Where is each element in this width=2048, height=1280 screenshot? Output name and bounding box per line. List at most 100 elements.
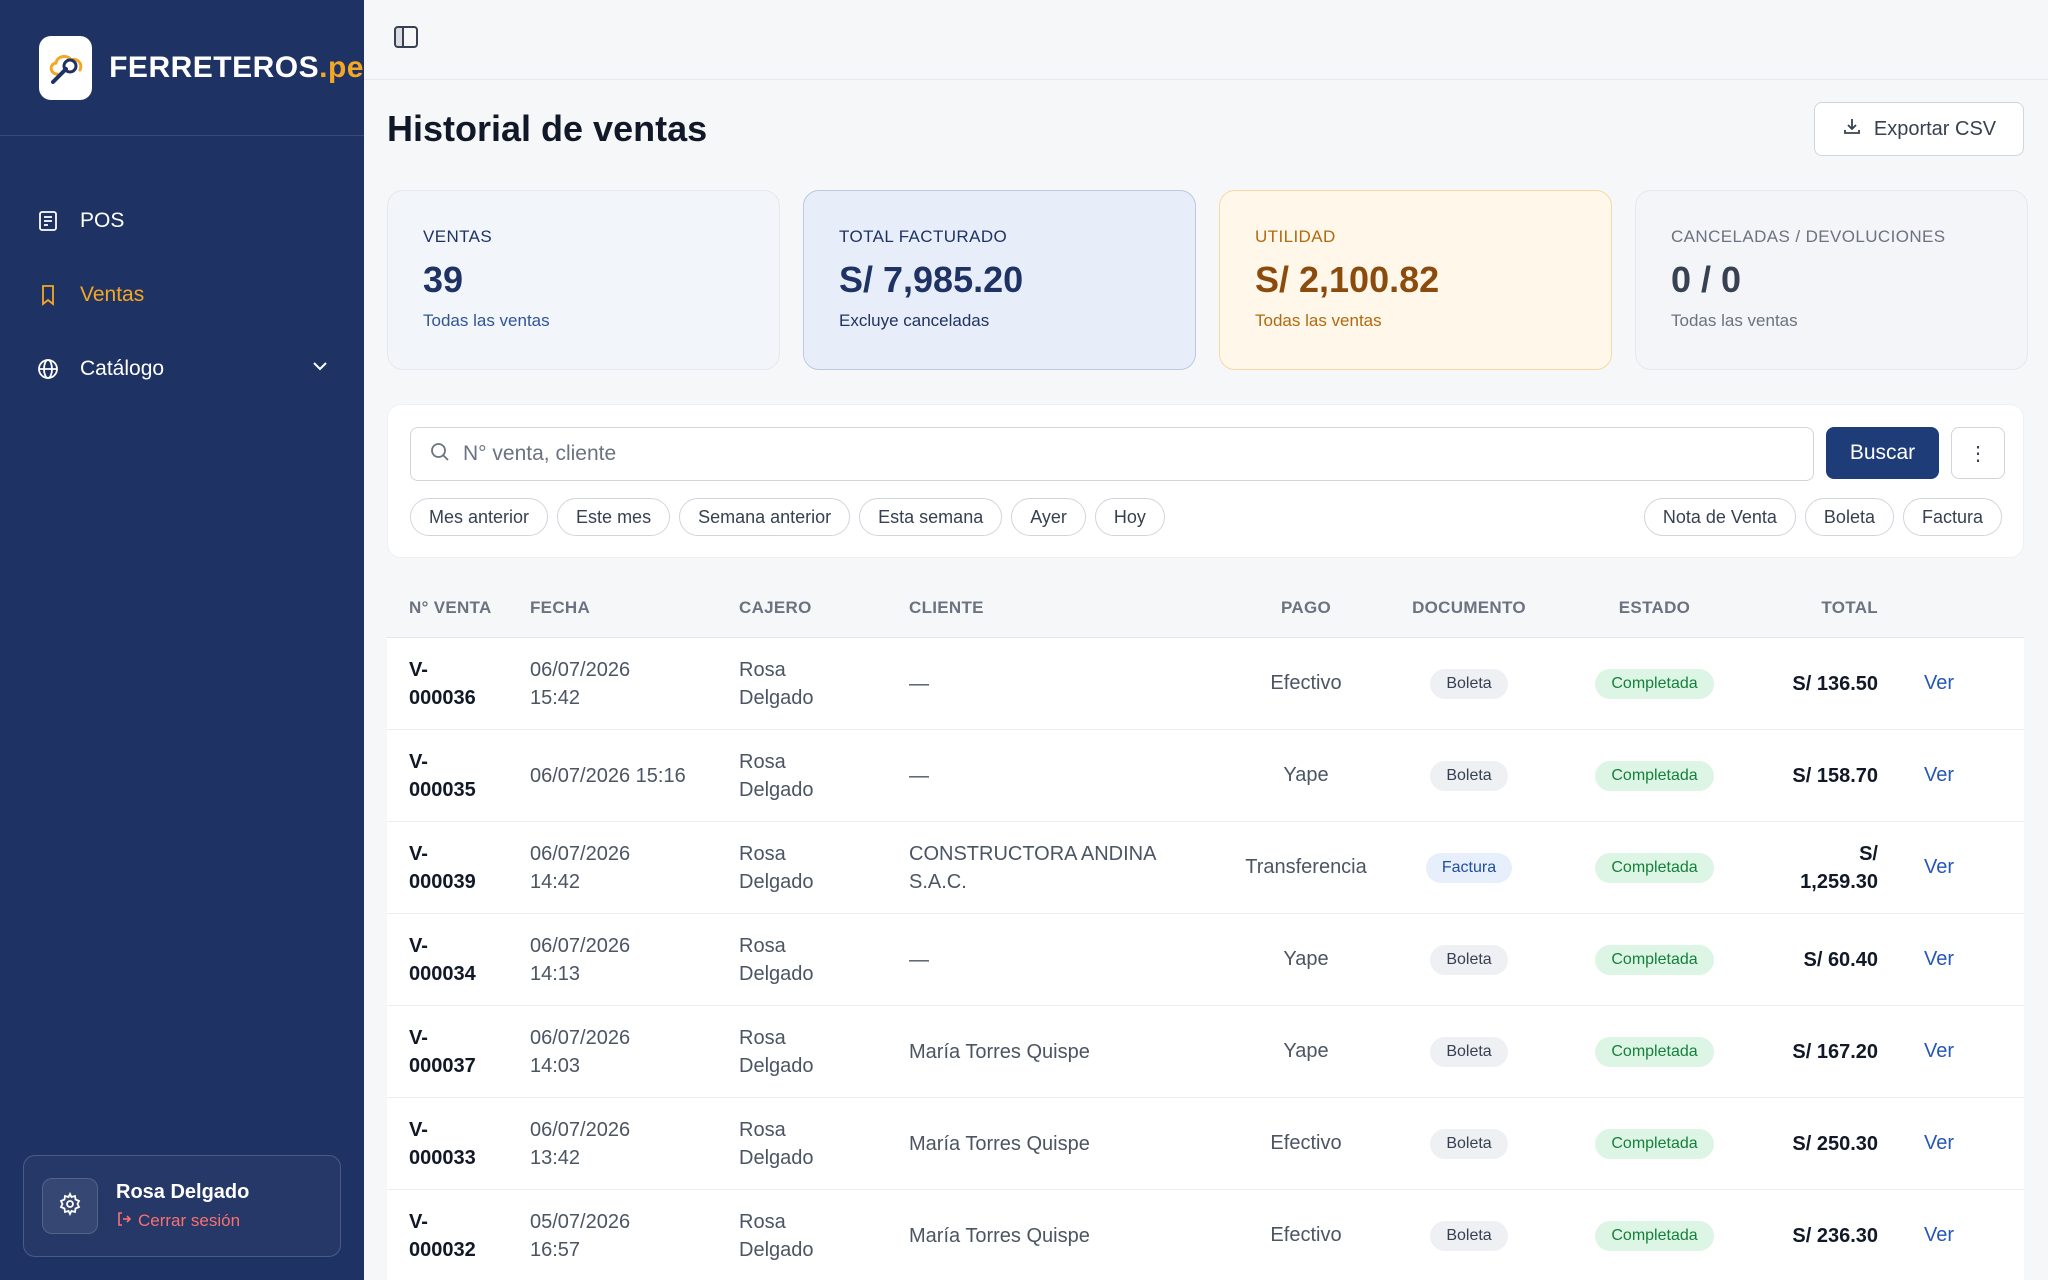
document-badge: Boleta: [1430, 760, 1508, 791]
sale-total: S/ 236.30: [1792, 1224, 1878, 1247]
table-header: N° VENTA FECHA CAJERO CLIENTE PAGO DOCUM…: [387, 578, 2024, 638]
sale-date: 05/07/2026 16:57: [530, 1210, 631, 1261]
sale-client: María Torres Quispe: [909, 1224, 1090, 1247]
sidebar-item-label: Catálogo: [80, 357, 165, 380]
sale-payment: Efectivo: [1270, 1224, 1342, 1246]
status-badge: Completada: [1595, 852, 1714, 883]
bookmark-icon: [35, 282, 61, 308]
brand-logo-icon: [39, 35, 93, 100]
stat-value: S/ 2,100.82: [1255, 259, 1440, 300]
stat-subtitle: Todas las ventas: [423, 311, 550, 330]
sale-status: Completada: [1562, 1128, 1747, 1159]
document-badge: Boleta: [1430, 944, 1508, 975]
chip-factura[interactable]: Factura: [1902, 498, 2002, 536]
view-link[interactable]: Ver: [1924, 1040, 1955, 1062]
sale-total: S/ 167.20: [1792, 1040, 1878, 1063]
sidebar-item-ventas[interactable]: Ventas: [0, 258, 364, 332]
sale-total: S/ 136.50: [1792, 672, 1878, 695]
sale-client: —: [909, 672, 929, 695]
logout-label: Cerrar sesión: [138, 1211, 241, 1230]
search-button[interactable]: Buscar: [1826, 427, 1939, 479]
sale-date: 06/07/2026 13:42: [530, 1118, 631, 1169]
document-badge: Boleta: [1430, 668, 1508, 699]
settings-button[interactable]: [42, 1178, 98, 1234]
sale-cashier: Rosa Delgado: [739, 750, 814, 801]
table-row[interactable]: V- 000039 06/07/2026 14:42 Rosa Delgado CONSTR…: [387, 822, 2024, 914]
column-header[interactable]: CLIENTE: [909, 597, 984, 617]
stat-card-ventas: VENTAS 39 Todas las ventas: [387, 190, 780, 370]
sale-status: Completada: [1562, 852, 1747, 883]
receipt-icon: [35, 208, 61, 234]
filters-panel: Buscar ⋮ Mes anterior Este mes Semana an…: [387, 404, 2024, 558]
chip-nota-de-venta[interactable]: Nota de Venta: [1643, 498, 1796, 536]
chip-este-mes[interactable]: Este mes: [557, 498, 671, 536]
view-link[interactable]: Ver: [1924, 764, 1955, 786]
download-icon: [1842, 116, 1862, 142]
view-link[interactable]: Ver: [1924, 1132, 1955, 1154]
view-link[interactable]: Ver: [1924, 856, 1955, 878]
table-row[interactable]: V- 000035 06/07/2026 15:16 Rosa Delgado — Yape…: [387, 730, 2024, 822]
status-badge: Completada: [1595, 668, 1714, 699]
chip-boleta[interactable]: Boleta: [1804, 498, 1894, 536]
stat-value: 39: [423, 259, 464, 300]
sale-cashier: Rosa Delgado: [739, 842, 814, 893]
user-name: Rosa Delgado: [116, 1180, 250, 1203]
column-header[interactable]: N° VENTA: [409, 597, 492, 617]
brand[interactable]: FERRETEROS.pe: [0, 0, 364, 136]
document-badge: Boleta: [1430, 1128, 1508, 1159]
sale-payment: Yape: [1283, 948, 1329, 970]
column-header[interactable]: DOCUMENTO: [1412, 597, 1526, 617]
stat-label: UTILIDAD: [1255, 227, 1336, 246]
sidebar-item-pos[interactable]: POS: [0, 184, 364, 258]
stats-cards: VENTAS 39 Todas las ventas TOTAL FACTURA…: [387, 190, 2028, 370]
view-link[interactable]: Ver: [1924, 672, 1955, 694]
document-filter-chips: Nota de Venta Boleta Factura: [1643, 498, 2002, 536]
sale-number: V- 000032: [409, 1210, 476, 1261]
view-link[interactable]: Ver: [1924, 948, 1955, 970]
sale-date: 06/07/2026 15:16: [530, 764, 686, 787]
sale-document: Boleta: [1376, 1128, 1562, 1159]
view-link[interactable]: Ver: [1924, 1224, 1955, 1246]
sidebar-item-catalogo[interactable]: Catálogo: [0, 332, 364, 406]
document-badge: Boleta: [1430, 1220, 1508, 1251]
status-badge: Completada: [1595, 944, 1714, 975]
logout-link[interactable]: Cerrar sesión: [116, 1211, 249, 1232]
status-badge: Completada: [1595, 1220, 1714, 1251]
stat-subtitle: Todas las ventas: [1255, 311, 1382, 330]
sale-client: María Torres Quispe: [909, 1132, 1090, 1155]
table-row[interactable]: V- 000037 06/07/2026 14:03 Rosa Delgado María …: [387, 1006, 2024, 1098]
column-header[interactable]: TOTAL: [1821, 597, 1878, 617]
chip-esta-semana[interactable]: Esta semana: [859, 498, 1003, 536]
sale-document: Boleta: [1376, 668, 1562, 699]
stat-label: CANCELADAS / DEVOLUCIONES: [1671, 227, 1946, 246]
chip-mes-anterior[interactable]: Mes anterior: [410, 498, 549, 536]
column-header[interactable]: CAJERO: [739, 597, 812, 617]
table-row[interactable]: V- 000036 06/07/2026 15:42 Rosa Delgado — Efect…: [387, 638, 2024, 730]
sidebar-toggle-icon[interactable]: [393, 24, 419, 55]
stat-value: 0 / 0: [1671, 259, 1742, 300]
sale-document: Boleta: [1376, 1036, 1562, 1067]
table-row[interactable]: V- 000034 06/07/2026 14:13 Rosa Delgado — Yape B…: [387, 914, 2024, 1006]
table-row[interactable]: V- 000033 06/07/2026 13:42 Rosa Delgado María …: [387, 1098, 2024, 1190]
column-header[interactable]: FECHA: [530, 597, 591, 617]
table-row[interactable]: V- 000032 05/07/2026 16:57 Rosa Delgado María …: [387, 1190, 2024, 1280]
stat-subtitle: Excluye canceladas: [839, 311, 990, 330]
search-box[interactable]: [410, 427, 1814, 481]
more-options-button[interactable]: ⋮: [1951, 427, 2005, 479]
sale-document: Boleta: [1376, 760, 1562, 791]
column-header[interactable]: ESTADO: [1618, 597, 1691, 617]
chip-hoy[interactable]: Hoy: [1094, 498, 1165, 536]
sale-total: S/ 158.70: [1792, 764, 1878, 787]
search-input[interactable]: [463, 442, 1763, 466]
column-header[interactable]: PAGO: [1280, 597, 1331, 617]
chevron-down-icon[interactable]: [310, 356, 330, 382]
chip-semana-anterior[interactable]: Semana anterior: [679, 498, 851, 536]
sale-client: María Torres Quispe: [909, 1040, 1090, 1063]
sale-client: —: [909, 948, 929, 971]
sale-cashier: Rosa Delgado: [739, 934, 814, 985]
user-card: Rosa Delgado Cerrar sesión: [23, 1155, 341, 1257]
brand-name: FERRETEROS.pe: [109, 50, 364, 84]
export-csv-button[interactable]: Exportar CSV: [1814, 102, 2024, 156]
chip-ayer[interactable]: Ayer: [1011, 498, 1086, 536]
logout-icon: [116, 1211, 132, 1232]
